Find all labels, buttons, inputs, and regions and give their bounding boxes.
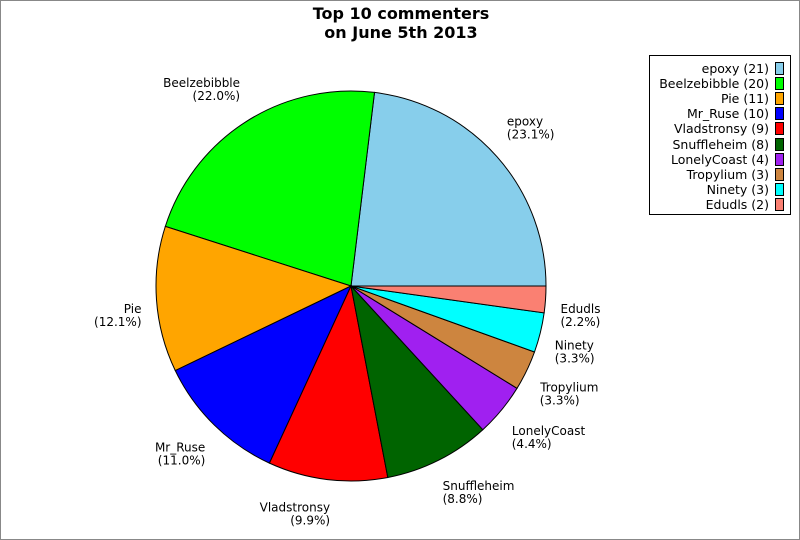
legend-label: Edudls (2) [705,197,769,213]
legend-swatch [775,198,784,212]
legend-label: LonelyCoast (4) [670,151,769,167]
chart-title: Top 10 commenters on June 5th 2013 [201,4,601,42]
legend-label: Beelzebibble (20) [659,75,769,91]
legend-entry: Beelzebibble (20) [659,75,784,91]
pie-slice-snuffleheim [350,284,484,479]
chart-title-line-2: on June 5th 2013 [324,23,478,42]
slice-label: Edudls [560,302,600,316]
legend-swatch [775,76,784,90]
legend-swatch [775,91,784,105]
legend-entry: Ninety (3) [707,182,784,198]
legend-swatch [775,61,784,75]
legend-label: Snuffleheim (8) [672,136,770,152]
legend-entry: Snuffleheim (8) [672,136,784,152]
legend-entry: Vladstronsy (9) [674,121,784,137]
legend: epoxy (21) Beelzebibble (20) Pie (11) Mr_Ru… [649,55,791,215]
slice-label: Beelzebibble [163,76,240,90]
slice-percent: (8.8%) [443,492,483,506]
legend-entry: LonelyCoast (4) [671,151,784,167]
pie-slice-mr-ruse [174,284,353,464]
slice-percent: (23.1%) [507,127,554,141]
slice-label: LonelyCoast [512,424,586,438]
legend-label: Mr_Ruse (10) [686,106,769,122]
slice-percent: (3.3%) [555,351,595,365]
slice-label: Vladstronsy [260,500,330,514]
chart-title-line-1: Top 10 commenters [312,4,490,23]
slice-percent: (22.0%) [193,89,240,103]
legend-swatch [775,122,784,136]
legend-label: Tropylium (3) [686,166,769,182]
pie-slice-vladstronsy [268,284,389,482]
slice-label: Snuffleheim [443,479,515,493]
legend-entry: Tropylium (3) [687,166,784,182]
legend-entry: Pie (11) [721,90,784,106]
slice-label: Mr_Ruse [155,440,205,454]
legend-label: Vladstronsy (9) [673,121,769,137]
pie-slice-beelzebibble [164,90,376,287]
legend-entry: epoxy (21) [702,60,784,76]
pie-slice-epoxy [350,91,547,287]
legend-label: Ninety (3) [706,182,769,198]
legend-swatch [775,183,784,197]
slice-percent: (3.3%) [540,393,580,407]
slice-percent: (9.9%) [290,513,330,527]
legend-swatch [775,107,784,121]
legend-label: epoxy (21) [701,60,769,76]
slice-percent: (2.2%) [560,315,600,329]
slice-percent: (4.4%) [512,437,552,451]
legend-swatch [775,152,784,166]
slice-percent: (11.0%) [158,453,205,467]
legend-entry: Mr_Ruse (10) [687,106,784,122]
legend-swatch [775,167,784,181]
slice-label: Ninety [555,338,594,352]
legend-label: Pie (11) [720,90,769,106]
legend-swatch [775,137,784,151]
legend-entry: Edudls (2) [706,197,784,213]
pie-slice-pie [155,225,353,372]
slice-percent: (12.1%) [94,315,141,329]
slice-label: Tropylium [539,380,598,394]
pie-slice-edudls [350,285,547,314]
slice-label: Pie [124,302,142,316]
slice-label: epoxy [507,114,543,128]
